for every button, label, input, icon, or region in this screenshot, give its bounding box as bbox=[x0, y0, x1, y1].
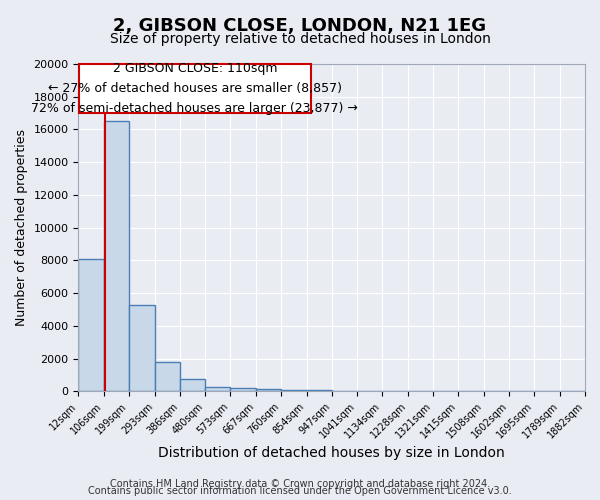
Bar bbox=[230, 388, 256, 392]
Text: Contains public sector information licensed under the Open Government Licence v3: Contains public sector information licen… bbox=[88, 486, 512, 496]
Bar bbox=[205, 386, 230, 392]
Text: Contains HM Land Registry data © Crown copyright and database right 2024.: Contains HM Land Registry data © Crown c… bbox=[110, 479, 490, 489]
Text: Size of property relative to detached houses in London: Size of property relative to detached ho… bbox=[110, 32, 490, 46]
X-axis label: Distribution of detached houses by size in London: Distribution of detached houses by size … bbox=[158, 446, 505, 460]
Text: 2, GIBSON CLOSE, LONDON, N21 1EG: 2, GIBSON CLOSE, LONDON, N21 1EG bbox=[113, 18, 487, 36]
Bar bbox=[79, 259, 104, 392]
Bar bbox=[281, 390, 307, 392]
Bar bbox=[256, 389, 281, 392]
Bar bbox=[129, 304, 155, 392]
Bar bbox=[307, 390, 332, 392]
Y-axis label: Number of detached properties: Number of detached properties bbox=[15, 129, 28, 326]
Text: 2 GIBSON CLOSE: 110sqm
← 27% of detached houses are smaller (8,857)
72% of semi-: 2 GIBSON CLOSE: 110sqm ← 27% of detached… bbox=[31, 62, 358, 115]
Bar bbox=[104, 122, 129, 392]
FancyBboxPatch shape bbox=[79, 64, 311, 113]
Bar bbox=[155, 362, 180, 392]
Bar bbox=[180, 379, 205, 392]
